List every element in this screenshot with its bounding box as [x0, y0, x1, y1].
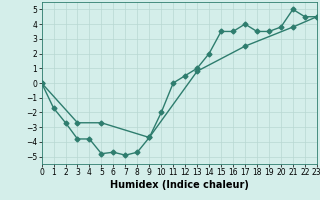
- X-axis label: Humidex (Indice chaleur): Humidex (Indice chaleur): [110, 180, 249, 190]
